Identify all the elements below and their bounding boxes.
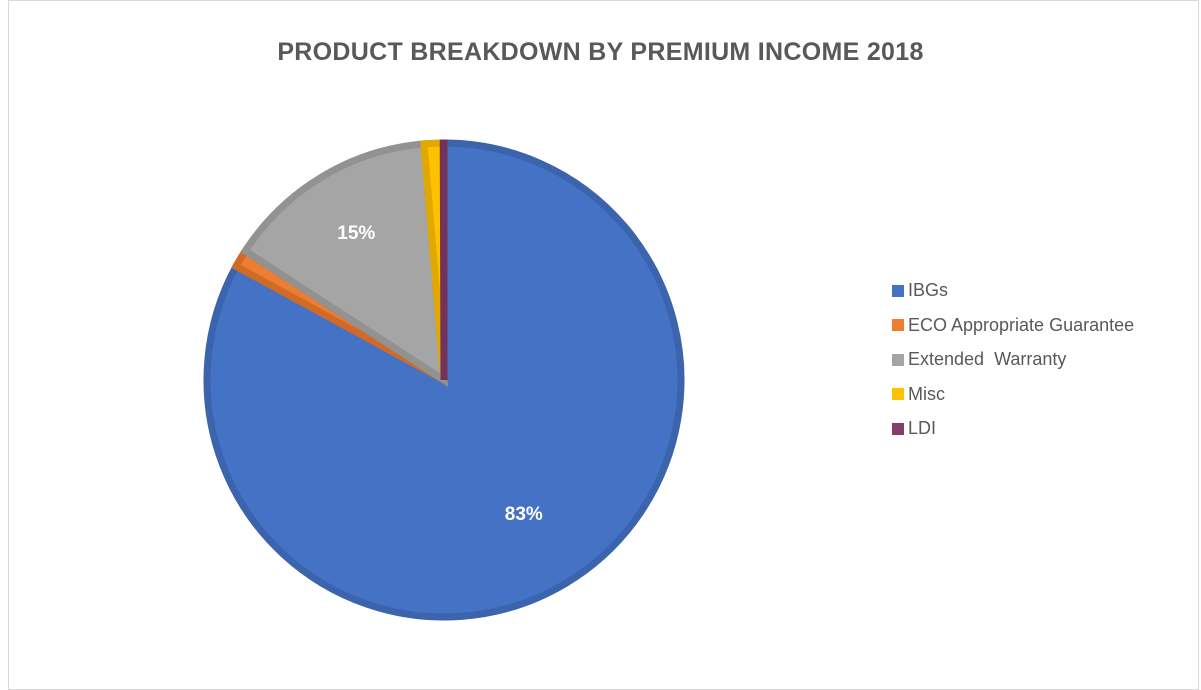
legend-swatch xyxy=(892,319,904,331)
legend-swatch xyxy=(892,422,904,435)
pie-slice-ldi xyxy=(439,139,448,381)
legend-label: LDI xyxy=(908,418,937,438)
legend-swatch xyxy=(892,284,904,297)
legend-label: Extended Warranty xyxy=(908,349,1067,369)
legend-label: ECO Appropriate Guarantee xyxy=(908,314,1135,335)
legend-label: Misc xyxy=(908,383,945,404)
legend-item-misc: Misc xyxy=(892,382,1134,407)
legend-item-eco-appropriate-guarantee: ECO Appropriate Guarantee xyxy=(892,313,1134,338)
legend-label: IBGs xyxy=(908,280,949,300)
pie-slice-extended-warranty xyxy=(240,140,449,387)
chart-title: PRODUCT BREAKDOWN BY PREMIUM INCOME 2018 xyxy=(277,38,924,66)
legend: IBGs ECO Appropriate Guarantee Extended Wa… xyxy=(892,278,1134,451)
data-label-ibgs: 83% xyxy=(505,504,543,525)
legend-swatch xyxy=(892,353,904,366)
legend-item-ldi: LDI xyxy=(892,416,1134,441)
legend-item-extended-warranty: Extended Warranty xyxy=(892,347,1134,372)
legend-item-ibgs: IBGs xyxy=(892,278,1134,303)
data-label-extended-warranty: 15% xyxy=(337,223,375,244)
legend-swatch xyxy=(892,388,904,400)
